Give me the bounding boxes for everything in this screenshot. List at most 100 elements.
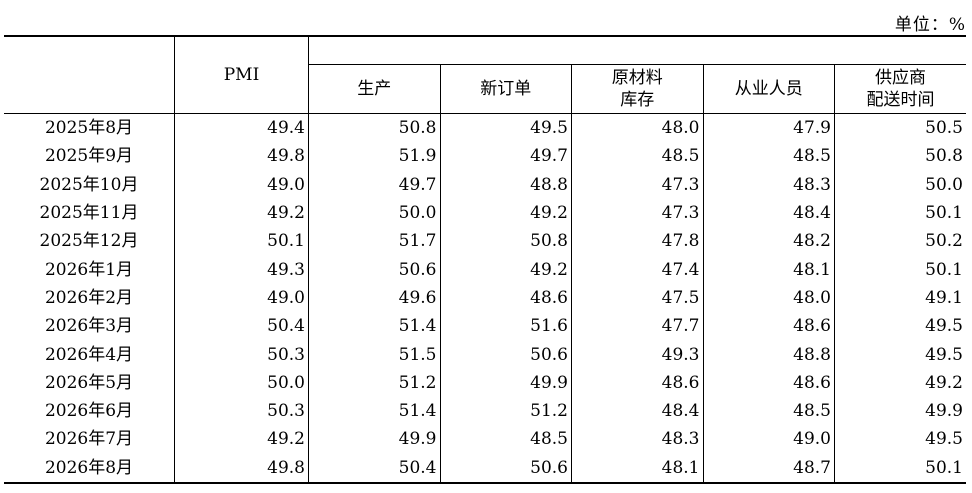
cell-supplier: 49.5	[834, 312, 966, 341]
cell-new-orders: 49.7	[439, 142, 572, 171]
cell-new-orders: 49.2	[439, 198, 572, 228]
table-row: 2026年3月 50.4 51.4 51.6 47.7 48.6 49.5	[4, 312, 966, 341]
cell-month: 2026年3月	[4, 312, 175, 341]
cell-employees: 48.2	[702, 227, 835, 256]
cell-month: 2025年11月	[4, 198, 175, 228]
cell-pmi: 49.0	[267, 287, 305, 308]
corner-cell	[4, 36, 175, 114]
cell-employees: 48.5	[702, 142, 835, 171]
cell-pmi: 49.3	[267, 259, 305, 280]
header-supplier-line1: 供应商	[875, 68, 926, 88]
cell-pmi: 50.1	[267, 231, 305, 252]
cell-pmi: 49.8	[267, 457, 305, 478]
cell-employees: 48.3	[702, 170, 835, 199]
cell-employees: 49.0	[702, 425, 835, 454]
cell-supplier: 50.8	[834, 142, 966, 171]
table-row: 2026年5月 50.0 51.2 49.9 48.6 48.6 49.2	[4, 368, 966, 397]
cell-production: 50.0	[308, 198, 440, 228]
cell-production: 51.4	[308, 312, 440, 341]
cell-employees: 48.6	[702, 368, 835, 397]
cell-month: 2026年7月	[4, 425, 175, 454]
header-raw-material-line1: 原材料	[611, 68, 663, 88]
cell-production: 51.5	[308, 340, 440, 369]
cell-raw-material: 49.3	[571, 340, 703, 369]
cell-raw-material: 47.3	[571, 170, 703, 199]
cell-supplier: 49.9	[834, 396, 966, 426]
cell-employees: 48.6	[702, 312, 835, 341]
cell-new-orders: 48.8	[439, 170, 572, 199]
cell-new-orders: 50.6	[439, 453, 572, 483]
cell-production: 49.9	[308, 425, 440, 454]
cell-supplier: 50.1	[834, 255, 966, 284]
cell-production: 50.8	[308, 113, 440, 143]
cell-month: 2026年5月	[4, 368, 175, 397]
cell-supplier: 50.2	[834, 227, 966, 256]
cell-month: 2025年8月	[4, 113, 175, 143]
cell-raw-material: 47.8	[571, 227, 703, 256]
cell-employees: 48.8	[702, 340, 835, 369]
cell-pmi: 50.0	[267, 372, 305, 393]
header-raw-material-line2: 库存	[620, 90, 655, 110]
header-employees: 从业人员	[702, 64, 835, 114]
table-body: 2025年8月 49.4 50.8 49.5 48.0 47.9 50.5 2025年9月 49…	[4, 113, 966, 483]
cell-production: 51.4	[308, 396, 440, 426]
cell-supplier: 50.5	[834, 113, 966, 143]
header-production: 生产	[308, 64, 441, 114]
cell-pmi: 49.0	[267, 174, 305, 195]
cell-supplier: 50.0	[834, 170, 966, 199]
cell-employees: 48.0	[702, 283, 835, 313]
cell-production: 50.6	[308, 255, 440, 284]
cell-production: 51.7	[308, 227, 440, 256]
cell-pmi: 49.2	[267, 203, 305, 224]
cell-new-orders: 51.6	[439, 312, 572, 341]
cell-pmi: 49.4	[267, 118, 305, 139]
cell-new-orders: 50.6	[439, 340, 572, 369]
header-supplier-line2: 配送时间	[866, 90, 935, 110]
cell-production: 51.2	[308, 368, 440, 397]
table-row: 2025年9月 49.8 51.9 49.7 48.5 48.5 50.8	[4, 142, 966, 171]
cell-pmi: 49.2	[267, 429, 305, 450]
cell-raw-material: 48.6	[571, 368, 703, 397]
cell-new-orders: 49.9	[439, 368, 572, 397]
table-row: 2026年6月 50.3 51.4 51.2 48.4 48.5 49.9	[4, 396, 966, 426]
table-row: 2026年8月 49.8 50.4 50.6 48.1 48.7 50.1	[4, 453, 966, 483]
cell-production: 51.9	[308, 142, 440, 171]
table-row: 2026年7月 49.2 49.9 48.5 48.3 49.0 49.5	[4, 425, 966, 454]
cell-supplier: 49.1	[834, 283, 966, 313]
pmi-table: PMI 生产 新订单 原材料 库存 从业人员 供应商 配送时间 2025年8月 4…	[4, 35, 966, 484]
table-row: 2025年8月 49.4 50.8 49.5 48.0 47.9 50.5	[4, 113, 966, 143]
cell-pmi: 50.3	[267, 344, 305, 365]
table-row: 2025年11月 49.2 50.0 49.2 47.3 48.4 50.1	[4, 198, 966, 228]
cell-new-orders: 48.6	[439, 283, 572, 313]
table-row: 2025年10月 49.0 49.7 48.8 47.3 48.3 50.0	[4, 170, 966, 199]
cell-raw-material: 47.4	[571, 255, 703, 284]
cell-raw-material: 48.3	[571, 425, 703, 454]
cell-supplier: 49.2	[834, 368, 966, 397]
cell-new-orders: 50.8	[439, 227, 572, 256]
cell-month: 2025年12月	[4, 227, 175, 256]
header-new-orders: 新订单	[439, 64, 572, 114]
cell-month: 2026年8月	[4, 453, 175, 483]
unit-label: 单位：%	[894, 15, 966, 35]
cell-raw-material: 48.5	[571, 142, 703, 171]
cell-supplier: 49.5	[834, 340, 966, 369]
cell-month: 2026年2月	[4, 283, 175, 313]
cell-raw-material: 47.7	[571, 312, 703, 341]
cell-raw-material: 48.4	[571, 396, 703, 426]
cell-month: 2026年1月	[4, 255, 175, 284]
cell-supplier: 50.1	[834, 198, 966, 228]
header-spacer	[308, 36, 966, 65]
cell-employees: 48.7	[702, 453, 835, 483]
cell-pmi: 50.3	[267, 401, 305, 422]
cell-employees: 48.5	[702, 396, 835, 426]
cell-supplier: 50.1	[834, 453, 966, 483]
table-row: 2025年12月 50.1 51.7 50.8 47.8 48.2 50.2	[4, 227, 966, 256]
cell-new-orders: 48.5	[439, 425, 572, 454]
cell-raw-material: 47.5	[571, 283, 703, 313]
cell-month: 2025年9月	[4, 142, 175, 171]
cell-production: 49.6	[308, 283, 440, 313]
table-row: 2026年2月 49.0 49.6 48.6 47.5 48.0 49.1	[4, 283, 966, 313]
cell-supplier: 49.5	[834, 425, 966, 454]
cell-pmi: 49.8	[267, 146, 305, 167]
cell-raw-material: 48.1	[571, 453, 703, 483]
